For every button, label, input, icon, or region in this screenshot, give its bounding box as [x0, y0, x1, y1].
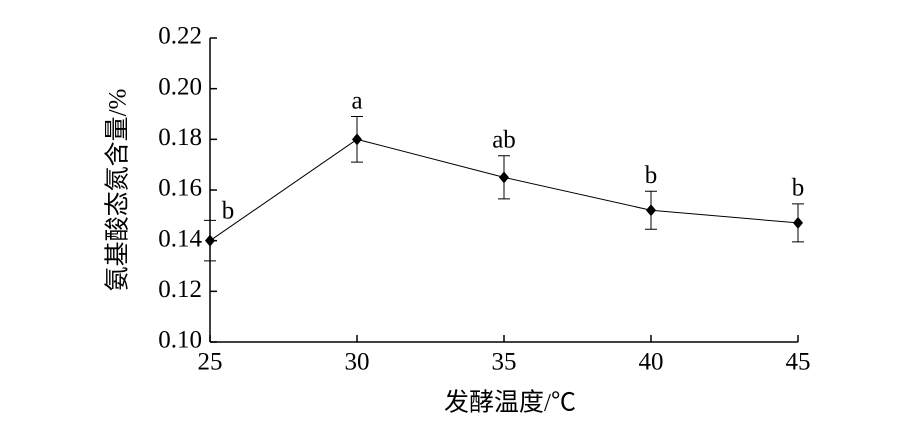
data-point	[499, 171, 509, 184]
data-point	[646, 204, 656, 217]
significance-label: a	[351, 87, 362, 114]
data-point	[205, 234, 215, 247]
significance-label: ab	[492, 127, 516, 154]
x-tick-label: 25	[198, 349, 223, 376]
x-axis-title: 发酵温度/℃	[444, 389, 576, 417]
significance-label: b	[222, 197, 235, 224]
x-tick-label: 45	[786, 349, 811, 376]
y-tick-label: 0.18	[158, 124, 202, 151]
y-axis-title: 氨基酸态氮含量/%	[104, 89, 132, 292]
y-tick-label: 0.12	[158, 276, 202, 303]
significance-label: b	[792, 175, 805, 202]
data-point	[352, 133, 362, 146]
y-tick-label: 0.16	[158, 175, 202, 202]
data-point	[793, 216, 803, 229]
y-tick-label: 0.20	[158, 73, 202, 100]
x-tick-label: 30	[345, 349, 370, 376]
y-tick-label: 0.22	[158, 23, 202, 50]
y-tick-label: 0.10	[158, 327, 202, 354]
significance-label: b	[645, 162, 658, 189]
x-tick-label: 35	[492, 349, 517, 376]
x-tick-label: 40	[639, 349, 664, 376]
y-tick-label: 0.14	[158, 225, 202, 252]
